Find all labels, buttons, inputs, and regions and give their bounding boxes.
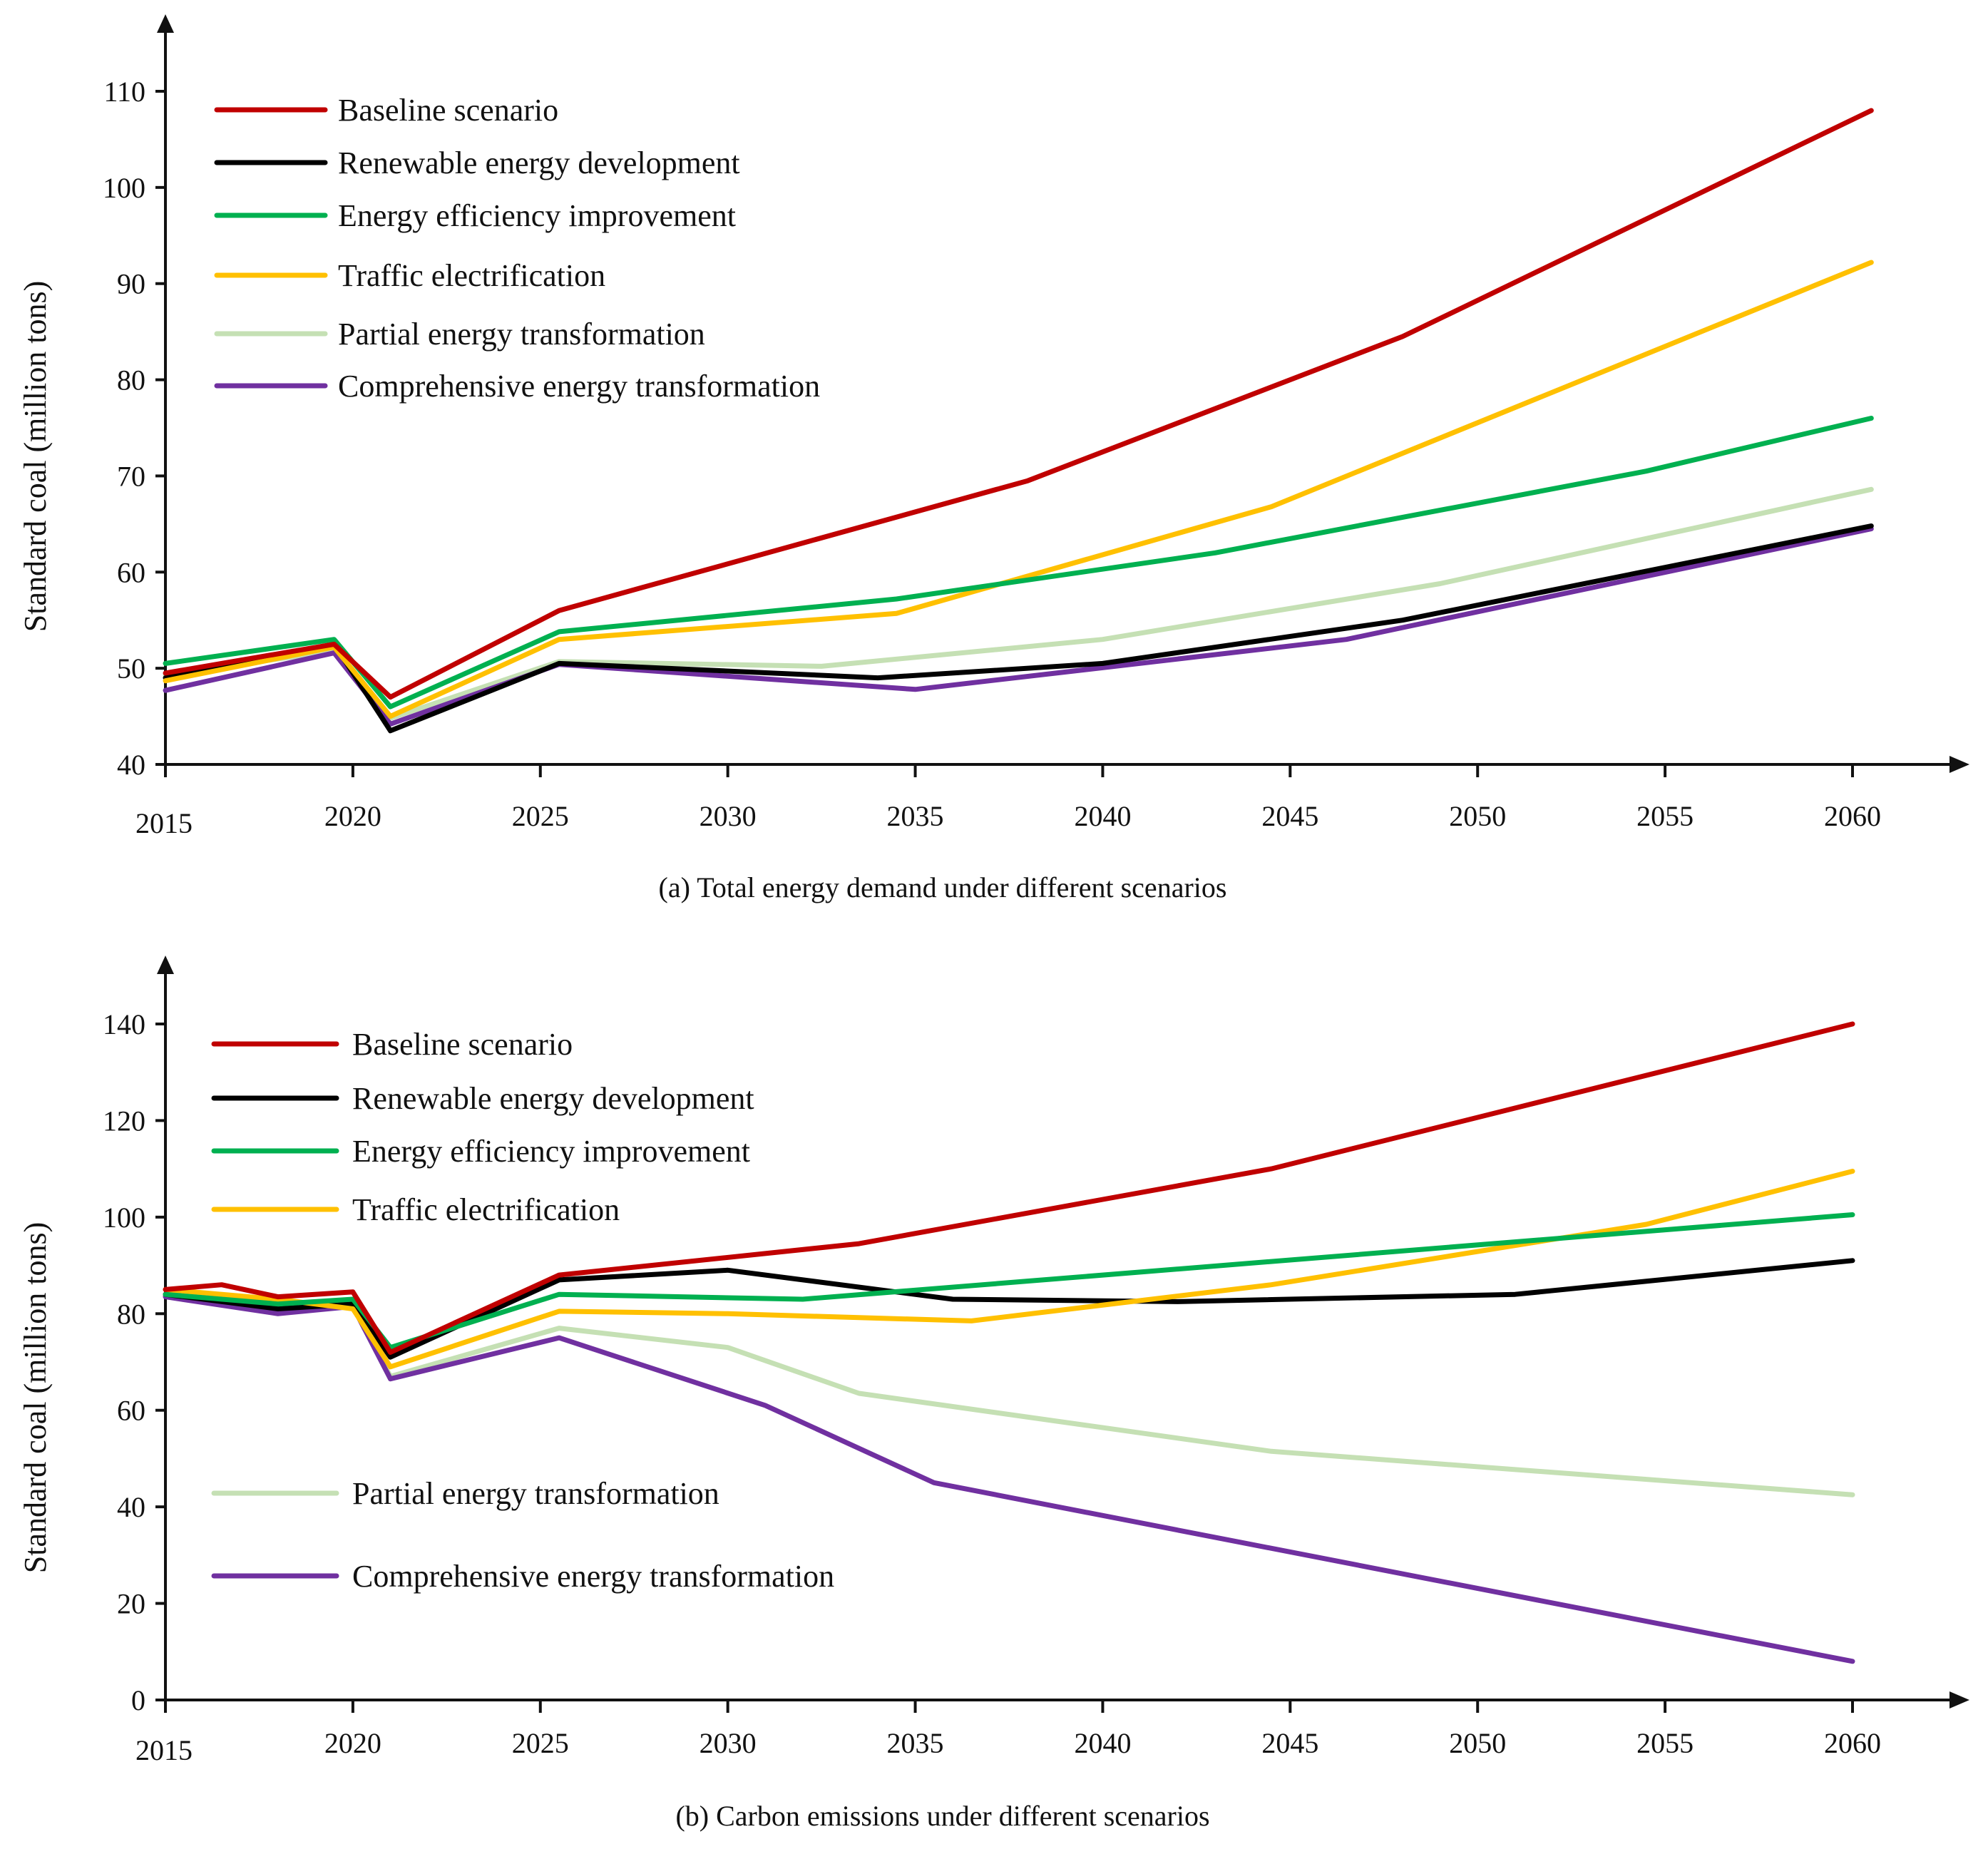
x-tick-label: 2040 <box>1074 1727 1131 1759</box>
legend-label: Baseline scenario <box>352 1027 573 1062</box>
series-line-baseline-scenario <box>163 108 1874 700</box>
y-tick-label: 70 <box>117 460 145 492</box>
chart-a-energy-demand: 40 50 60 70 80 90 100 110 2015 2020 2025 2030 2035 20… <box>18 14 1969 903</box>
legend-label: Renewable energy development <box>352 1081 754 1116</box>
y-tick-label: 110 <box>103 76 145 108</box>
x-tick-label: 2040 <box>1074 800 1131 832</box>
y-tick-label: 40 <box>117 749 145 781</box>
legend-label: Partial energy transformation <box>352 1476 719 1511</box>
y-tick-label: 90 <box>117 268 145 300</box>
series-line-comprehensive-energy-transformation <box>163 1294 1855 1664</box>
x-tick-label: 2060 <box>1824 800 1881 832</box>
chart-caption: (b) Carbon emissions under different sce… <box>675 1800 1209 1832</box>
y-tick-label: 120 <box>103 1105 145 1137</box>
y-axis-label: Standard coal (million tons) <box>18 281 53 632</box>
x-tick-label: 2015 <box>135 807 193 839</box>
x-tick-label: 2045 <box>1261 1727 1318 1759</box>
legend-label: Baseline scenario <box>338 93 558 128</box>
x-tick-label: 2035 <box>887 1727 944 1759</box>
x-tick-label: 2045 <box>1261 800 1318 832</box>
y-tick-label: 80 <box>117 1298 145 1330</box>
legend: Baseline scenario Renewable energy develo… <box>214 93 820 404</box>
x-tick-label: 2060 <box>1824 1727 1881 1759</box>
legend: Baseline scenario Renewable energy develo… <box>211 1027 834 1594</box>
legend-label: Traffic electrification <box>338 258 605 293</box>
series-group <box>163 1021 1855 1664</box>
x-tick-label: 2025 <box>512 1727 569 1759</box>
x-tick-label: 2030 <box>700 1727 757 1759</box>
y-tick-label: 80 <box>117 364 145 396</box>
y-tick-label: 60 <box>117 1395 145 1427</box>
x-tick-label: 2015 <box>135 1734 193 1766</box>
series-line-energy-efficiency-improvement <box>163 1212 1855 1351</box>
series-line-energy-efficiency-improvement <box>163 416 1874 710</box>
x-tick-label: 2030 <box>700 800 757 832</box>
series-line-baseline-scenario <box>163 1021 1855 1355</box>
x-tick-label: 2035 <box>887 800 944 832</box>
y-tick-label: 100 <box>103 172 145 204</box>
chart-caption: (a) Total energy demand under different … <box>659 871 1227 903</box>
x-tick-label: 2020 <box>324 1727 381 1759</box>
y-tick-label: 60 <box>117 556 145 588</box>
x-tick-label: 2055 <box>1636 800 1694 832</box>
series-group <box>163 108 1874 734</box>
x-axis-arrow <box>1949 756 1969 773</box>
y-axis-arrow <box>157 14 174 33</box>
legend-label: Energy efficiency improvement <box>338 198 736 233</box>
y-tick-label: 50 <box>117 652 145 685</box>
x-tick-label: 2050 <box>1449 800 1506 832</box>
series-line-partial-energy-transformation <box>163 1291 1855 1497</box>
legend-label: Renewable energy development <box>338 145 740 180</box>
y-tick-label: 140 <box>103 1008 145 1040</box>
legend-label: Energy efficiency improvement <box>352 1134 750 1169</box>
y-tick-label: 20 <box>117 1588 145 1620</box>
legend-label: Partial energy transformation <box>338 317 705 352</box>
y-axis-label: Standard coal (million tons) <box>18 1222 53 1573</box>
axes: 40 50 60 70 80 90 100 110 2015 2020 2025 2030 2035 20… <box>103 14 1969 839</box>
series-line-renewable-energy-development <box>163 1258 1855 1360</box>
x-axis-arrow <box>1949 1691 1969 1709</box>
legend-label: Comprehensive energy transformation <box>352 1559 834 1594</box>
legend-label: Comprehensive energy transformation <box>338 369 820 404</box>
y-tick-label: 40 <box>117 1491 145 1523</box>
y-tick-label: 100 <box>103 1202 145 1234</box>
x-tick-label: 2025 <box>512 800 569 832</box>
y-tick-label: 0 <box>131 1684 145 1716</box>
x-tick-label: 2055 <box>1636 1727 1694 1759</box>
legend-label: Traffic electrification <box>352 1192 620 1227</box>
x-tick-label: 2020 <box>324 800 381 832</box>
x-tick-label: 2050 <box>1449 1727 1506 1759</box>
y-axis-arrow <box>157 956 174 974</box>
